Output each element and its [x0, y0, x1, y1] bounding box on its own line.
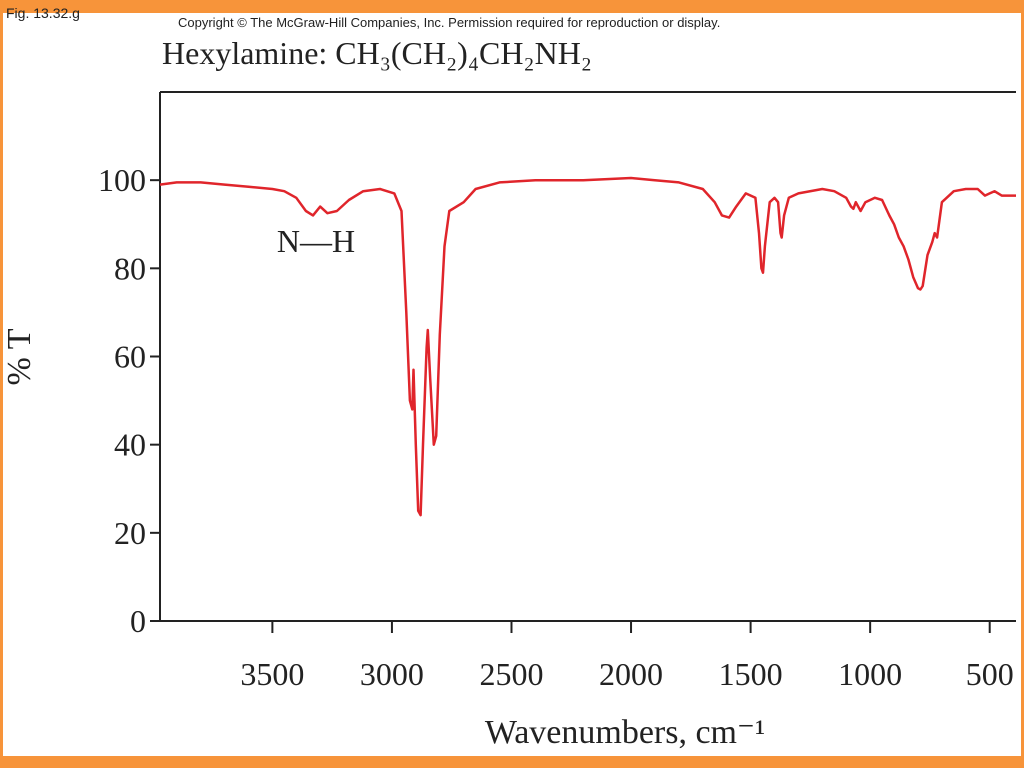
- copyright: Copyright © The McGraw-Hill Companies, I…: [178, 15, 720, 30]
- x-tick-label: 3000: [360, 656, 424, 692]
- fig-label: Fig. 13.32.g: [6, 5, 80, 21]
- y-tick-label: 0: [130, 603, 146, 639]
- x-tick-label: 3500: [240, 656, 304, 692]
- x-tick-label: 1500: [719, 656, 783, 692]
- y-axis-label: % T: [1, 328, 38, 385]
- x-axis-label: Wavenumbers, cm⁻¹: [485, 714, 765, 751]
- y-tick-label: 100: [98, 162, 146, 198]
- y-tick-label: 80: [114, 250, 146, 286]
- x-tick-label: 2000: [599, 656, 663, 692]
- x-tick-label: 1000: [838, 656, 902, 692]
- x-tick-label: 500: [966, 656, 1014, 692]
- x-tick-label: 2500: [479, 656, 543, 692]
- canvas: [3, 13, 1021, 756]
- annotation: N—H: [277, 223, 355, 259]
- y-tick-label: 60: [114, 339, 146, 375]
- y-tick-label: 20: [114, 515, 146, 551]
- y-tick-label: 40: [114, 427, 146, 463]
- chart-title: Hexylamine: CH₃(CH₂)₄CH₂NH₂: [162, 35, 592, 71]
- spectrum-line: [159, 176, 1016, 517]
